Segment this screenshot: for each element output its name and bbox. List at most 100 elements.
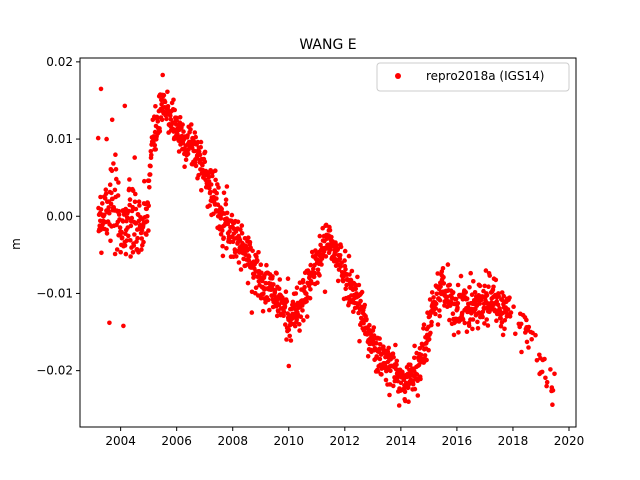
data-point (421, 322, 427, 328)
data-point (426, 337, 432, 342)
data-point (394, 362, 399, 368)
data-point (122, 243, 128, 248)
data-point (437, 308, 442, 313)
data-point (458, 273, 464, 279)
data-point (470, 317, 476, 322)
data-point (377, 336, 382, 341)
data-point (390, 351, 396, 357)
data-point (297, 328, 302, 333)
data-point (377, 346, 382, 352)
data-point (277, 277, 283, 282)
y-axis-label: m (9, 238, 23, 250)
data-point (285, 276, 291, 282)
data-point (159, 101, 164, 107)
data-point (508, 310, 514, 315)
data-point (539, 369, 545, 375)
data-point (160, 72, 165, 78)
data-point (224, 184, 230, 189)
y-tick-label: 0.02 (46, 55, 73, 69)
data-point (218, 216, 224, 221)
data-point (142, 178, 147, 184)
data-point (239, 231, 245, 236)
data-point (147, 185, 152, 190)
data-point (418, 352, 424, 358)
data-point (112, 251, 118, 257)
data-point (223, 197, 229, 202)
data-point (543, 375, 548, 381)
data-point (95, 135, 101, 141)
data-point (365, 354, 371, 359)
data-point (153, 104, 158, 109)
legend-label: repro2018a (IGS14) (426, 69, 544, 83)
data-point (353, 286, 359, 292)
data-point (475, 319, 480, 325)
data-point (261, 291, 266, 296)
data-point (146, 228, 151, 233)
data-point (308, 262, 314, 268)
data-point (499, 290, 505, 295)
data-point (433, 311, 438, 317)
data-point (304, 299, 309, 304)
data-point (131, 243, 137, 248)
data-point (183, 157, 189, 162)
data-point (343, 286, 349, 292)
data-point (534, 358, 540, 363)
data-point (246, 254, 252, 259)
data-point (304, 291, 309, 296)
y-tick-label: −0.01 (36, 286, 73, 300)
data-point (127, 197, 133, 202)
data-point (188, 127, 193, 132)
data-point (149, 152, 154, 158)
data-point (182, 164, 187, 169)
data-point (117, 225, 123, 230)
data-point (323, 222, 329, 228)
data-point (284, 299, 290, 304)
data-point (435, 271, 441, 276)
data-point (484, 317, 490, 322)
data-point (104, 136, 109, 142)
data-point (486, 284, 491, 290)
data-point (533, 332, 538, 338)
data-point (236, 260, 242, 265)
data-point (463, 289, 469, 295)
data-point (455, 301, 461, 306)
data-point (388, 368, 393, 374)
data-point (412, 343, 417, 349)
data-point (480, 309, 486, 315)
data-point (116, 208, 122, 214)
data-point (111, 161, 116, 166)
data-point (108, 201, 114, 207)
data-point (192, 148, 197, 154)
data-point (109, 168, 115, 174)
data-point (467, 285, 472, 290)
data-point (319, 262, 324, 267)
data-point (141, 239, 146, 245)
data-point (337, 256, 343, 261)
data-point (358, 315, 364, 321)
data-point (462, 320, 468, 326)
data-point (391, 355, 396, 360)
data-point (224, 210, 230, 216)
data-point (524, 339, 530, 345)
data-point (288, 338, 294, 343)
data-point (258, 295, 264, 301)
data-point (122, 103, 128, 109)
data-point (220, 243, 225, 249)
data-point (274, 271, 279, 276)
data-point (185, 151, 191, 157)
data-point (544, 379, 550, 385)
data-point (513, 331, 518, 337)
data-point (410, 381, 416, 387)
data-point (424, 357, 429, 363)
data-point (418, 376, 423, 382)
data-point (357, 338, 362, 344)
data-point (437, 313, 443, 319)
data-point (524, 317, 529, 323)
data-point (211, 211, 216, 217)
data-point (272, 288, 278, 293)
data-point (374, 340, 379, 346)
data-point (309, 280, 314, 286)
data-point (238, 227, 243, 232)
data-point (422, 353, 428, 358)
data-point (118, 249, 123, 255)
